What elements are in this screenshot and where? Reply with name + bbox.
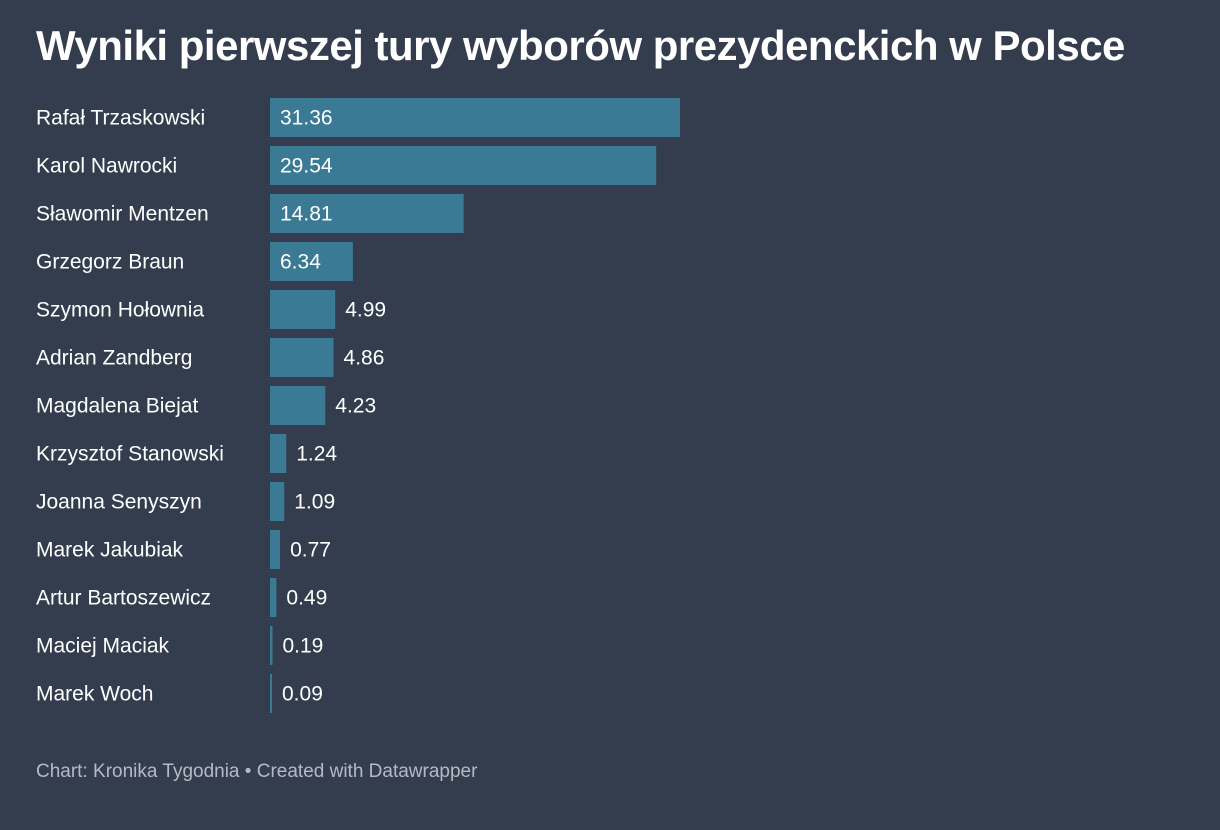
category-label: Artur Bartoszewicz: [36, 587, 211, 610]
bar: [270, 674, 272, 713]
category-label: Rafał Trzaskowski: [36, 107, 205, 130]
category-label: Adrian Zandberg: [36, 347, 192, 370]
value-label: 6.34: [280, 251, 321, 274]
bar-chart: Rafał Trzaskowski 31.36 Karol Nawrocki 29.5…: [36, 98, 680, 713]
category-label: Sławomir Mentzen: [36, 203, 209, 226]
category-label: Karol Nawrocki: [36, 155, 177, 178]
value-label: 4.86: [344, 347, 385, 370]
footer-credit: Created with Datawrapper: [256, 761, 478, 782]
bar: [270, 194, 464, 233]
bar-row: Karol Nawrocki 29.54: [36, 146, 657, 185]
bar-row: Maciej Maciak 0.19: [36, 626, 323, 665]
bar: [270, 146, 657, 185]
chart-footer: Chart: Kronika Tygodnia • Created with D…: [36, 761, 477, 783]
category-label: Joanna Senyszyn: [36, 491, 202, 514]
bar: [270, 386, 326, 425]
bar-row: Marek Jakubiak 0.77: [36, 530, 331, 569]
bar-row: Adrian Zandberg 4.86: [36, 338, 384, 377]
bar-row: Sławomir Mentzen 14.81: [36, 194, 464, 233]
bar: [270, 242, 353, 281]
bar: [270, 530, 281, 569]
value-label: 29.54: [280, 155, 333, 178]
value-label: 14.81: [280, 203, 333, 226]
value-label: 1.24: [296, 443, 337, 466]
bar-row: Marek Woch 0.09: [36, 674, 323, 713]
bar-row: Krzysztof Stanowski 1.24: [36, 434, 337, 473]
bar: [270, 98, 680, 137]
category-label: Marek Jakubiak: [36, 539, 184, 562]
bar-row: Grzegorz Braun 6.34: [36, 242, 353, 281]
category-label: Szymon Hołownia: [36, 299, 204, 322]
value-label: 0.19: [282, 635, 323, 658]
bar-row: Joanna Senyszyn 1.09: [36, 482, 335, 521]
category-label: Marek Woch: [36, 683, 153, 706]
bar: [270, 482, 285, 521]
bar-row: Artur Bartoszewicz 0.49: [36, 578, 327, 617]
bar: [270, 338, 334, 377]
chart-title: Wyniki pierwszej tury wyborów prezydenck…: [36, 22, 1125, 69]
footer-source-label: Chart:: [36, 761, 88, 782]
bar-row: Magdalena Biejat 4.23: [36, 386, 376, 425]
category-label: Magdalena Biejat: [36, 395, 198, 418]
value-label: 0.09: [282, 683, 323, 706]
value-label: 31.36: [280, 107, 333, 130]
footer-separator: •: [244, 761, 252, 782]
category-label: Grzegorz Braun: [36, 251, 184, 274]
bar: [270, 290, 336, 329]
value-label: 4.99: [345, 299, 386, 322]
bar: [270, 434, 287, 473]
bar: [270, 578, 277, 617]
value-label: 4.23: [335, 395, 376, 418]
category-label: Maciej Maciak: [36, 635, 170, 658]
value-label: 0.77: [290, 539, 331, 562]
bar-row: Szymon Hołownia 4.99: [36, 290, 386, 329]
footer-source: Kronika Tygodnia: [93, 761, 240, 782]
category-label: Krzysztof Stanowski: [36, 443, 224, 466]
bar-row: Rafał Trzaskowski 31.36: [36, 98, 680, 137]
value-label: 0.49: [286, 587, 327, 610]
bar: [270, 626, 273, 665]
value-label: 1.09: [294, 491, 335, 514]
